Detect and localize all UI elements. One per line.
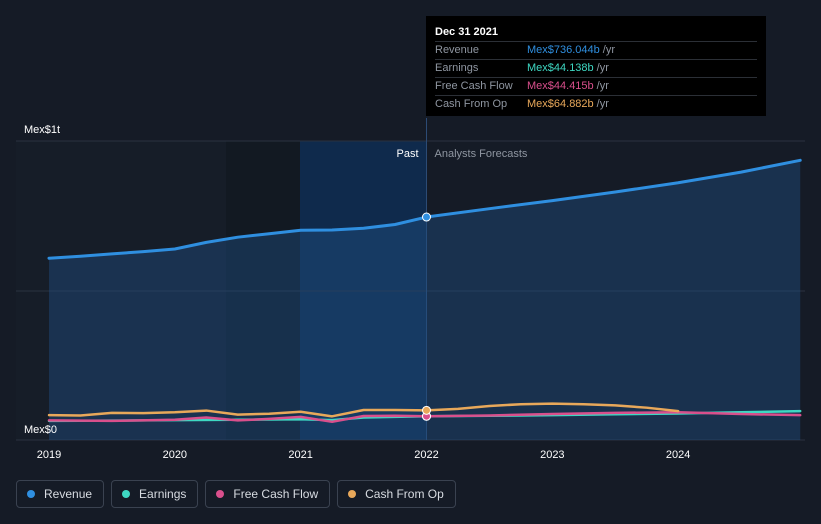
x-tick-label: 2023 (540, 449, 564, 461)
legend-dot-icon (216, 490, 225, 498)
tooltip-label: Revenue (435, 44, 480, 56)
legend-dot-icon (122, 490, 131, 498)
tooltip-unit: /yr (596, 98, 609, 110)
x-tick-label: 2019 (37, 449, 61, 461)
tooltip-value: Mex$736.044b (527, 44, 600, 56)
x-tick-label: 2020 (163, 449, 187, 461)
legend-item-earnings[interactable]: Earnings (111, 480, 199, 508)
legend-item-revenue[interactable]: Revenue (16, 480, 105, 508)
legend-dot-icon (348, 490, 357, 498)
tooltip-date: Dec 31 2021 (435, 26, 498, 38)
past-label: Past (396, 148, 418, 160)
x-tick-label: 2024 (666, 449, 690, 461)
legend-label: Earnings (139, 487, 187, 501)
series-line-cash-from-op (47, 402, 680, 418)
tooltip-row-cash-from-op: Cash From Op Mex$64.882b /yr (435, 95, 757, 113)
legend-item-cash-from-op[interactable]: Cash From Op (337, 480, 456, 508)
legend-item-free-cash-flow[interactable]: Free Cash Flow (205, 480, 331, 508)
tooltip-row-free-cash-flow: Free Cash Flow Mex$44.415b /yr (435, 77, 757, 95)
legend-label: Cash From Op (365, 487, 444, 501)
tooltip-value: Mex$44.138b (527, 62, 594, 74)
tooltip-label: Earnings (435, 62, 479, 74)
tooltip: Dec 31 2021 Revenue Mex$736.044b /yr Ear… (426, 16, 766, 116)
series-line-free-cash-flow (47, 411, 802, 424)
series-line-revenue (47, 158, 802, 260)
legend-label: Revenue (44, 487, 93, 501)
tooltip-row-revenue: Revenue Mex$736.044b /yr (435, 41, 757, 59)
tooltip-unit: /yr (596, 62, 609, 74)
tooltip-unit: /yr (602, 44, 616, 56)
series-marker-cash-from-op (422, 405, 431, 415)
tooltip-value: Mex$44.415b (527, 80, 594, 92)
revenue-area (49, 160, 801, 440)
tooltip-row-earnings: Earnings Mex$44.138b /yr (435, 59, 757, 77)
y-axis-top-label: Mex$1t (24, 124, 60, 136)
tooltip-unit: /yr (596, 80, 609, 92)
y-axis-bottom-label: Mex$0 (24, 424, 57, 436)
tooltip-label: Free Cash Flow (435, 80, 513, 92)
series-marker-revenue (422, 212, 431, 222)
tooltip-label: Cash From Op (435, 98, 508, 110)
legend-label: Free Cash Flow (233, 487, 319, 501)
x-tick-label: 2021 (288, 449, 312, 461)
legend-dot-icon (27, 490, 35, 498)
x-tick-label: 2022 (414, 449, 438, 461)
forecast-label: Analysts Forecasts (435, 148, 528, 160)
legend: Revenue Earnings Free Cash Flow Cash Fro… (16, 480, 456, 508)
tooltip-value: Mex$64.882b (527, 98, 594, 110)
